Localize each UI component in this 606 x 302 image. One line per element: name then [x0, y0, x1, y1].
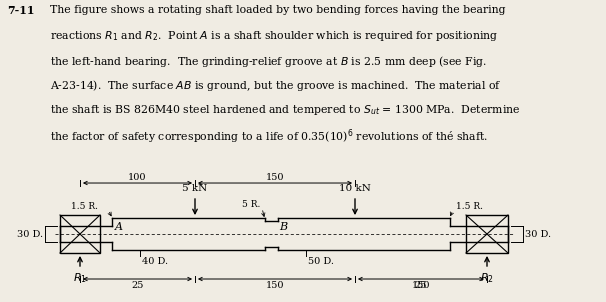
Bar [60, 215, 100, 253]
Text: $R_2$: $R_2$ [480, 271, 494, 285]
Text: 150: 150 [266, 172, 284, 182]
Text: 150: 150 [411, 281, 430, 290]
Text: 40 D.: 40 D. [142, 257, 168, 266]
Text: 5 kN: 5 kN [182, 184, 208, 193]
Text: reactions $R_1$ and $R_2$.  Point $A$ is a shaft shoulder which is required for : reactions $R_1$ and $R_2$. Point $A$ is … [50, 29, 498, 43]
Text: $R_1$: $R_1$ [73, 271, 87, 285]
Text: the left-hand bearing.  The grinding-relief groove at $B$ is 2.5 mm deep (see Fi: the left-hand bearing. The grinding-reli… [50, 54, 487, 69]
Text: 1.5 R.: 1.5 R. [456, 201, 483, 210]
Text: 25: 25 [132, 281, 144, 290]
Text: 5 R.: 5 R. [242, 200, 260, 208]
Text: 10 kN: 10 kN [339, 184, 371, 193]
Text: B: B [279, 222, 287, 232]
Bar [466, 215, 508, 253]
Text: 1.5 R.: 1.5 R. [71, 201, 98, 210]
Text: 30 D.: 30 D. [17, 230, 43, 239]
Text: 100: 100 [128, 172, 147, 182]
Text: 50 D.: 50 D. [308, 257, 334, 266]
Text: A: A [115, 222, 123, 232]
Text: the factor of safety corresponding to a life of 0.35(10)$^6$ revolutions of thé : the factor of safety corresponding to a … [50, 127, 488, 146]
Text: 7-11: 7-11 [7, 5, 35, 16]
Text: 150: 150 [266, 281, 284, 290]
Text: the shaft is BS 826M40 steel hardened and tempered to $S_{ut}$ = 1300 MPa.  Dete: the shaft is BS 826M40 steel hardened an… [50, 103, 521, 117]
Text: 25: 25 [415, 281, 427, 290]
Text: 30 D.: 30 D. [525, 230, 551, 239]
Text: The figure shows a rotating shaft loaded by two bending forces having the bearin: The figure shows a rotating shaft loaded… [50, 5, 505, 15]
Text: A-23-14).  The surface $AB$ is ground, but the groove is machined.  The material: A-23-14). The surface $AB$ is ground, bu… [50, 79, 501, 93]
